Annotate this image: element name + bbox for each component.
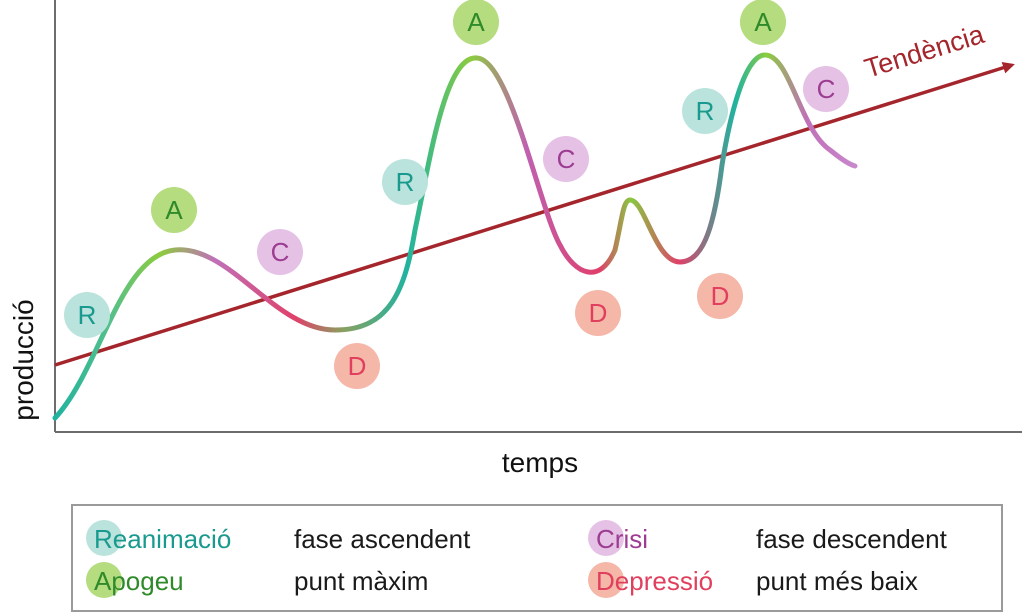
phase-marker-letter: R: [78, 300, 97, 330]
phase-marker-letter: C: [557, 144, 576, 174]
legend-swatch-r: [86, 520, 122, 556]
phase-marker: C: [803, 66, 849, 112]
x-axis-label: temps: [502, 447, 578, 478]
phase-marker: R: [682, 88, 728, 134]
legend-term: eanimació: [113, 524, 232, 554]
trend-label: Tendència: [861, 19, 988, 84]
phase-marker: C: [543, 136, 589, 182]
legend-item-apogeu: Apogeu punt màxim: [86, 562, 428, 598]
phase-marker-letter: D: [348, 351, 367, 381]
legend-description: fase ascendent: [294, 524, 471, 554]
phase-marker: C: [257, 229, 303, 275]
legend-swatch-d: [588, 562, 624, 598]
legend-letter: A: [94, 566, 112, 596]
legend-letter: D: [596, 566, 615, 596]
phase-marker: D: [334, 343, 380, 389]
legend-item-crisi: Crisi fase descendent: [588, 520, 948, 556]
trend-arrow: [54, 61, 1015, 367]
phase-marker: A: [453, 0, 499, 45]
legend-term: pogeu: [111, 566, 183, 596]
phase-marker-letter: A: [467, 7, 485, 37]
legend-letter: R: [94, 524, 113, 554]
legend-item-reanimacio: Reanimació fase ascendent: [86, 520, 471, 556]
y-axis-label: producció: [8, 299, 39, 420]
legend-description: punt més baix: [756, 566, 918, 596]
legend-item-depressio: Depressió punt més baix: [588, 562, 918, 598]
phase-marker: A: [740, 0, 786, 45]
phase-marker-letter: R: [696, 96, 715, 126]
phase-marker: D: [575, 290, 621, 336]
legend-description: punt màxim: [294, 566, 428, 596]
phase-marker-letter: D: [589, 298, 608, 328]
business-cycle-curve: [52, 52, 858, 421]
legend-term: risi: [615, 524, 648, 554]
phase-marker-letter: A: [165, 195, 183, 225]
legend-box: [71, 504, 1003, 612]
legend-description: fase descendent: [756, 524, 948, 554]
phase-marker-letter: C: [817, 74, 836, 104]
legend-swatch-c: [588, 520, 624, 556]
phase-marker-letter: C: [271, 237, 290, 267]
svg-text:Crisi: Crisi: [596, 524, 648, 554]
legend-term: epressió: [615, 566, 713, 596]
legend: Reanimació fase ascendent Apogeu punt mà…: [71, 504, 1003, 612]
svg-text:Depressió: Depressió: [596, 566, 713, 596]
phase-marker: R: [64, 292, 110, 338]
legend-swatch-a: [86, 562, 122, 598]
phase-marker: R: [382, 159, 428, 205]
phase-marker: D: [697, 273, 743, 319]
phase-marker: A: [151, 187, 197, 233]
svg-text:Reanimació: Reanimació: [94, 524, 231, 554]
phase-marker-letter: A: [754, 7, 772, 37]
legend-letter: C: [596, 524, 615, 554]
svg-text:Apogeu: Apogeu: [94, 566, 184, 596]
phase-marker-letter: D: [711, 281, 730, 311]
phase-marker-letter: R: [396, 167, 415, 197]
